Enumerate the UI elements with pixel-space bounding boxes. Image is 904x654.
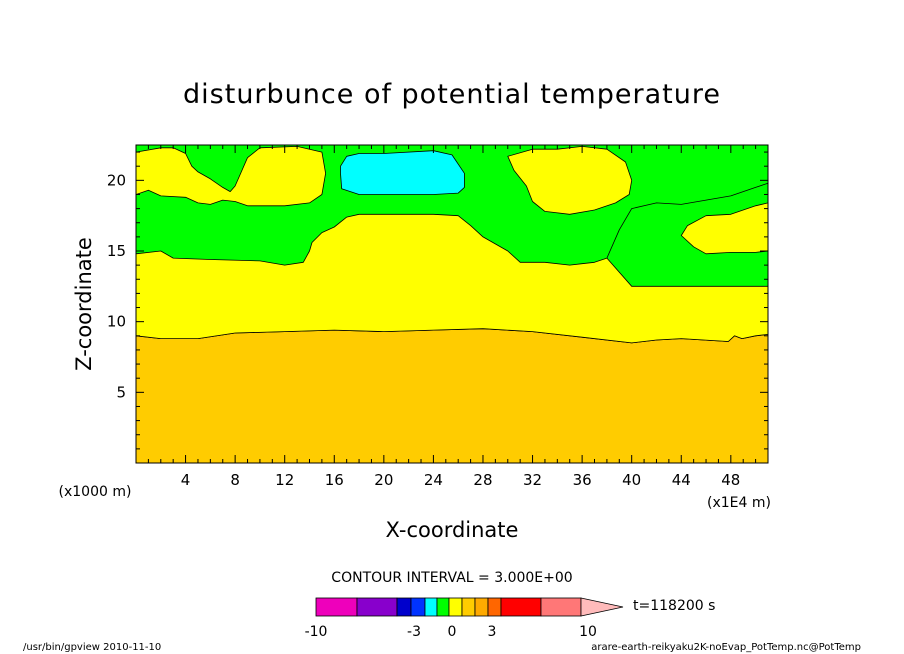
x-tick-label: 28 <box>473 471 492 489</box>
y-tick-label: 20 <box>107 171 126 189</box>
legend-swatch <box>500 597 542 617</box>
x-tick-label: 8 <box>230 471 240 489</box>
legend-level-label: 3 <box>488 624 497 640</box>
legend-level-label: -3 <box>407 624 421 640</box>
contour-region-upper-left-yellow-patch <box>136 145 327 207</box>
legend-swatch <box>540 597 582 617</box>
time-label: t=118200 s <box>633 598 715 614</box>
footer-right: arare-earth-reikyaku2K-noEvap_PotTemp.nc… <box>591 642 861 653</box>
x-tick-label: 12 <box>275 471 294 489</box>
x-axis-ticks: 4 8 12 16 20 24 28 32 36 40 44 48 <box>147 145 757 489</box>
contour-interval: CONTOUR INTERVAL = 3.000E+00 <box>331 570 572 586</box>
y-axis-title: Z-coordinate <box>72 237 96 371</box>
legend-swatch <box>356 597 398 617</box>
legend-swatch <box>436 597 450 617</box>
contour-region-orange-band <box>136 328 768 463</box>
legend-swatch <box>315 597 358 617</box>
x-tick-label: 4 <box>181 471 191 489</box>
legend-swatch <box>424 597 438 617</box>
y-tick-label: 10 <box>107 313 126 331</box>
y-tick-label: 15 <box>107 242 126 260</box>
x-tick-label: 24 <box>424 471 443 489</box>
contour-region-upper-middle-cyan-patch <box>340 150 465 195</box>
x-tick-label: 44 <box>672 471 691 489</box>
x-tick-label: 20 <box>374 471 393 489</box>
y-tick-label: 5 <box>116 383 126 401</box>
legend-swatch <box>396 597 412 617</box>
legend-level-label: 0 <box>448 624 457 640</box>
footer-left: /usr/bin/gpview 2010-11-10 <box>23 642 161 653</box>
color-legend: -10 -3 0 3 10 <box>305 597 624 640</box>
legend-swatch <box>474 597 489 617</box>
legend-level-label: 10 <box>579 624 597 640</box>
plot-frame <box>135 144 769 464</box>
x-unit-left: (x1000 m) <box>59 484 132 500</box>
x-tick-label: 40 <box>622 471 641 489</box>
y-axis-ticks: 5 10 15 20 <box>107 151 768 450</box>
x-axis-title: X-coordinate <box>386 518 519 542</box>
legend-level-label: -10 <box>305 624 328 640</box>
contour-region-lower-yellow-band <box>136 182 768 344</box>
x-tick-label: 16 <box>325 471 344 489</box>
x-tick-label: 48 <box>721 471 740 489</box>
chart-title: disturbunce of potential temperature <box>183 79 721 110</box>
x-tick-label: 32 <box>523 471 542 489</box>
x-tick-label: 36 <box>573 471 592 489</box>
legend-swatch <box>487 597 502 617</box>
contour-regions <box>136 145 768 463</box>
legend-swatch <box>448 597 463 617</box>
x-unit-right: (x1E4 m) <box>707 495 771 511</box>
legend-overflow-arrow <box>580 597 624 617</box>
legend-swatch <box>461 597 476 617</box>
legend-swatch <box>410 597 426 617</box>
